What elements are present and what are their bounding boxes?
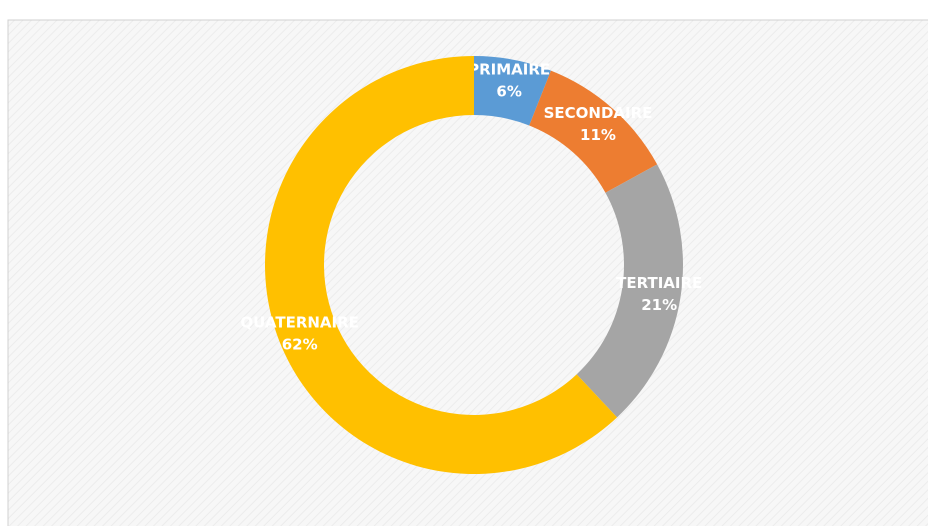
- slice-value: 21%: [641, 296, 677, 314]
- donut-slice: [576, 164, 683, 418]
- slice-value: 6%: [496, 82, 521, 100]
- slice-label: QUATERNAIRE: [240, 314, 358, 332]
- slice-value: 62%: [282, 336, 318, 354]
- donut-slice: [529, 70, 658, 193]
- donut-slice: [474, 56, 551, 126]
- slice-label: TERTIAIRE: [616, 274, 702, 292]
- slice-label: PRIMAIRE: [468, 60, 550, 78]
- slice-value: 11%: [580, 126, 616, 144]
- slice-label: SECONDAIRE: [544, 104, 653, 122]
- donut-slice: [264, 56, 618, 475]
